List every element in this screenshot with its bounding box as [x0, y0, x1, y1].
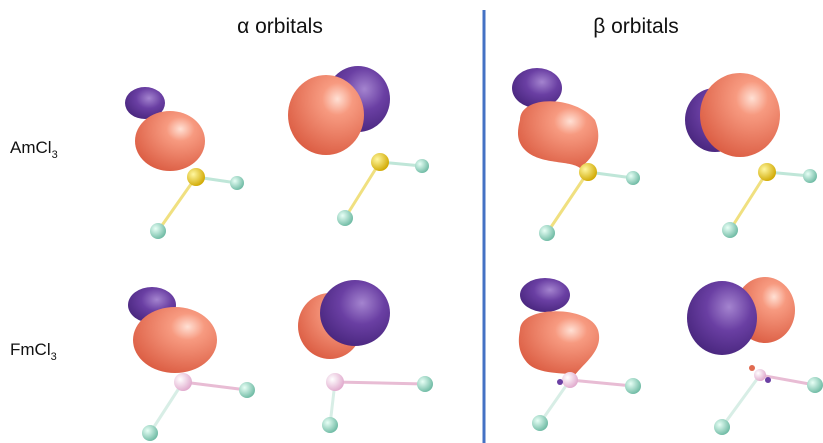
row-label-text: FmCl [10, 340, 51, 359]
orbital-panel [685, 73, 817, 238]
alpha-header: α orbitals [237, 15, 323, 38]
orbital-panel [298, 280, 433, 433]
row-label: FmCl3 [10, 340, 57, 363]
row-label-text: AmCl [10, 138, 52, 157]
row-label-subscript: 3 [51, 351, 57, 363]
orbital-panel [128, 287, 255, 441]
orbital-panel [288, 66, 429, 226]
orbital-panel [512, 68, 640, 241]
row-label: AmCl3 [10, 138, 58, 161]
orbital-panel [125, 87, 244, 239]
orbital-panel [687, 277, 823, 435]
orbital-panel [518, 278, 641, 431]
row-label-subscript: 3 [52, 149, 58, 161]
beta-header: β orbitals [593, 15, 679, 38]
